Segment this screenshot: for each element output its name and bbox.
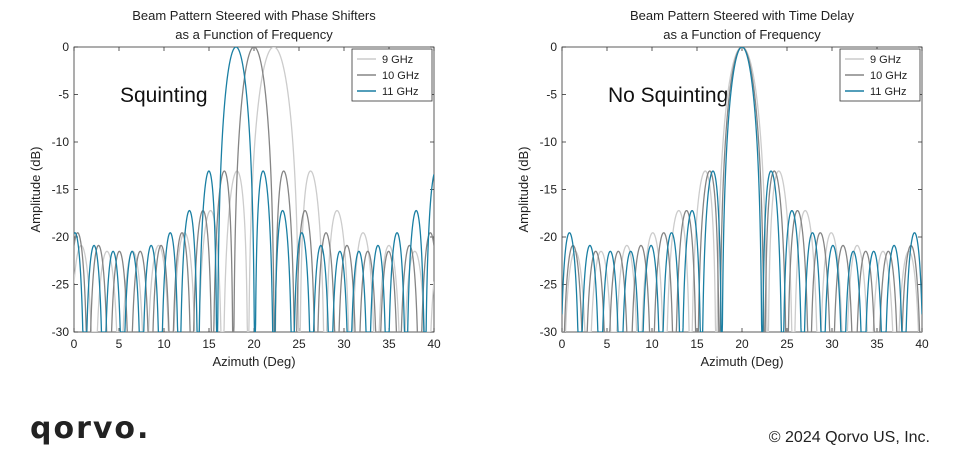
- series-line-10-ghz: [74, 47, 434, 332]
- x-tick-label: 40: [427, 337, 441, 351]
- chart-title-line-2: as a Function of Frequency: [175, 27, 333, 42]
- series-line-9-ghz: [74, 47, 434, 332]
- x-tick-label: 10: [157, 337, 171, 351]
- y-tick-label: -10: [52, 135, 70, 149]
- x-tick-label: 25: [780, 337, 794, 351]
- chart-title-line-1: Beam Pattern Steered with Time Delay: [630, 8, 854, 23]
- y-tick-label: -5: [546, 88, 557, 102]
- legend-label: 11 GHz: [382, 86, 418, 98]
- y-tick-label: 0: [62, 40, 69, 54]
- legend-label: 11 GHz: [870, 86, 906, 98]
- y-tick-label: -20: [52, 230, 70, 244]
- x-tick-label: 25: [292, 337, 306, 351]
- chart-title-line-2: as a Function of Frequency: [663, 27, 821, 42]
- x-tick-label: 35: [382, 337, 396, 351]
- y-tick-label: -10: [540, 135, 558, 149]
- chart-panel-1: Beam Pattern Steered with Phase Shifters…: [28, 8, 441, 369]
- x-tick-label: 20: [735, 337, 749, 351]
- chart-annotation: No Squinting: [608, 84, 728, 107]
- x-axis-label: Azimuth (Deg): [212, 354, 295, 369]
- y-axis-label: Amplitude (dB): [516, 147, 531, 233]
- y-tick-label: -30: [52, 325, 70, 339]
- x-tick-label: 15: [202, 337, 216, 351]
- series-line-11-ghz: [74, 47, 434, 332]
- y-tick-label: 0: [550, 40, 557, 54]
- y-tick-label: -30: [540, 325, 558, 339]
- y-tick-label: -5: [58, 88, 69, 102]
- x-tick-label: 35: [870, 337, 884, 351]
- chart-annotation: Squinting: [120, 84, 208, 107]
- legend-label: 10 GHz: [870, 70, 907, 82]
- x-tick-label: 20: [247, 337, 261, 351]
- y-axis-label: Amplitude (dB): [28, 147, 43, 233]
- x-tick-label: 5: [604, 337, 611, 351]
- x-tick-label: 5: [116, 337, 123, 351]
- chart-panel-2: Beam Pattern Steered with Time Delay as a…: [516, 8, 929, 369]
- chart-title-line-1: Beam Pattern Steered with Phase Shifters: [132, 8, 376, 23]
- x-tick-label: 30: [825, 337, 839, 351]
- x-tick-label: 15: [690, 337, 704, 351]
- series-line-10-ghz: [562, 47, 922, 332]
- y-tick-label: -25: [52, 278, 70, 292]
- y-tick-label: -15: [52, 183, 70, 197]
- y-tick-label: -15: [540, 183, 558, 197]
- x-tick-label: 0: [559, 337, 566, 351]
- legend-label: 9 GHz: [870, 54, 901, 66]
- qorvo-logo: qorvo.: [30, 411, 151, 446]
- y-tick-label: -25: [540, 278, 558, 292]
- x-tick-label: 40: [915, 337, 929, 351]
- x-tick-label: 0: [71, 337, 78, 351]
- y-tick-label: -20: [540, 230, 558, 244]
- copyright-text: © 2024 Qorvo US, Inc.: [768, 429, 930, 446]
- x-tick-label: 10: [645, 337, 659, 351]
- x-axis-label: Azimuth (Deg): [700, 354, 783, 369]
- x-tick-label: 30: [337, 337, 351, 351]
- legend-label: 10 GHz: [382, 70, 419, 82]
- legend-label: 9 GHz: [382, 54, 413, 66]
